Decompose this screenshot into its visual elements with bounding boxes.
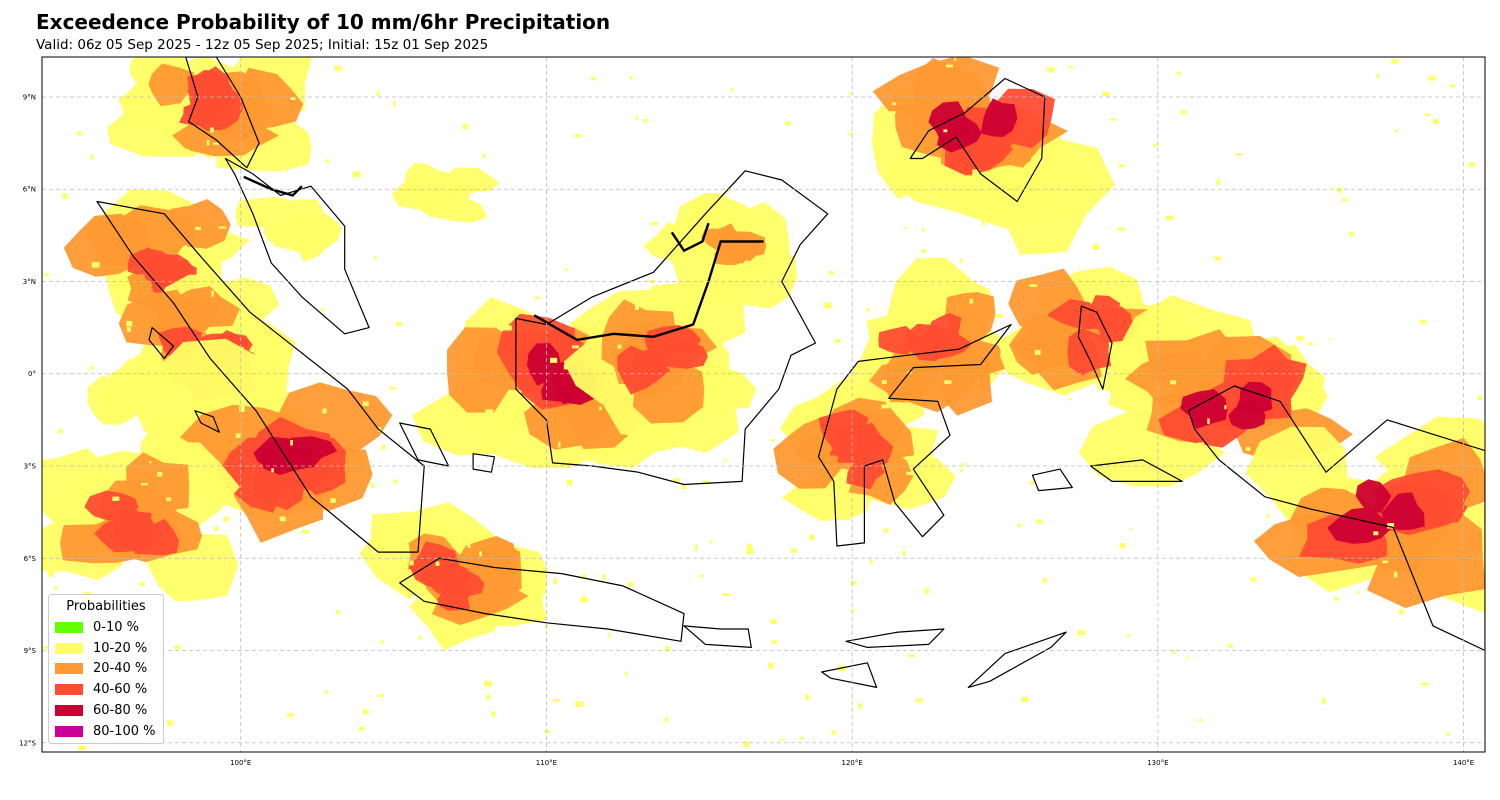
political-borders: [243, 175, 764, 342]
lat-tick-label: 9°N: [23, 93, 36, 101]
precip-speckles: [42, 57, 1482, 751]
precip-area: [773, 378, 956, 521]
legend-swatch: [55, 684, 83, 696]
malay-peninsula-coastline: [224, 157, 370, 335]
lon-tick-label: 120°E: [842, 759, 863, 767]
precip-area: [235, 196, 343, 263]
lon-tick-label: 140°E: [1453, 759, 1474, 767]
legend-swatch: [55, 621, 83, 633]
precip-area: [563, 267, 757, 453]
legend-item: 20-40 %: [55, 659, 157, 680]
lat-tick-label: 6°N: [23, 186, 36, 194]
lon-tick-label: 130°E: [1147, 759, 1168, 767]
buru-coastline: [1031, 468, 1073, 492]
precip-area: [1245, 416, 1485, 614]
legend-label: 80-100 %: [93, 723, 156, 739]
map-frame: [41, 56, 1486, 753]
legend-item: 40-60 %: [55, 679, 157, 700]
precip-area: [127, 338, 393, 543]
precip-area: [42, 441, 240, 602]
java-coastline: [399, 557, 685, 642]
flores-coastline: [845, 628, 945, 648]
border-thailand-malaysia: [243, 175, 303, 197]
precip-area: [63, 189, 250, 331]
precip-area: [872, 57, 1115, 255]
border-brunei: [670, 222, 710, 253]
precip-area: [359, 502, 548, 651]
legend-label: 0-10 %: [93, 619, 139, 635]
timor-coastline: [967, 631, 1067, 688]
legend-label: 10-20 %: [93, 640, 148, 656]
legend-title: Probabilities: [66, 599, 146, 614]
precip-area: [87, 353, 170, 425]
belitung-coastline: [472, 453, 496, 473]
border-malaysia-indonesia: [533, 240, 764, 342]
precip-area: [1078, 295, 1353, 487]
gridlines: [42, 57, 1485, 752]
legend-item: 60-80 %: [55, 700, 157, 721]
legend-item: 80-100 %: [55, 721, 157, 742]
legend-swatch: [55, 642, 83, 654]
lat-tick-label: 3°N: [23, 278, 36, 286]
page-subtitle: Valid: 06z 05 Sep 2025 - 12z 05 Sep 2025…: [36, 37, 489, 53]
lon-tick-label: 100°E: [230, 759, 251, 767]
lat-tick-label: 12°S: [19, 739, 36, 747]
sumatra-coastline: [96, 200, 425, 553]
precip-area: [391, 162, 500, 223]
legend-item: 10-20 %: [55, 638, 157, 659]
lon-tick-label: 110°E: [536, 759, 557, 767]
seram-coastline: [1090, 459, 1183, 482]
bali-lombok-coastline: [683, 625, 752, 648]
siberut-coastline: [194, 410, 220, 433]
map-plot-area: [42, 57, 1485, 752]
legend-item: 0-10 %: [55, 617, 157, 638]
probability-legend: Probabilities 0-10 % 10-20 % 20-40 % 40-60 …: [48, 594, 164, 744]
legend-label: 40-60 %: [93, 682, 148, 698]
thailand-coastline: [185, 57, 260, 169]
lat-tick-label: 3°S: [24, 463, 37, 471]
page-title: Exceedence Probability of 10 mm/6hr Prec…: [36, 10, 611, 34]
lat-tick-label: 6°S: [24, 555, 37, 563]
lat-tick-label: 9°S: [24, 647, 37, 655]
sumba-coastline: [821, 662, 878, 688]
legend-label: 60-80 %: [93, 703, 148, 719]
legend-swatch: [55, 705, 83, 717]
legend-swatch: [55, 663, 83, 675]
halmahera-coastline: [1077, 305, 1113, 390]
legend-label: 20-40 %: [93, 661, 148, 677]
coastlines: [96, 57, 1485, 688]
legend-swatch: [55, 725, 83, 737]
lat-tick-label: 0°: [28, 370, 36, 378]
nias-coastline: [148, 327, 175, 359]
mindanao-coastline: [909, 77, 1046, 203]
sulawesi-coastline: [817, 323, 1012, 547]
